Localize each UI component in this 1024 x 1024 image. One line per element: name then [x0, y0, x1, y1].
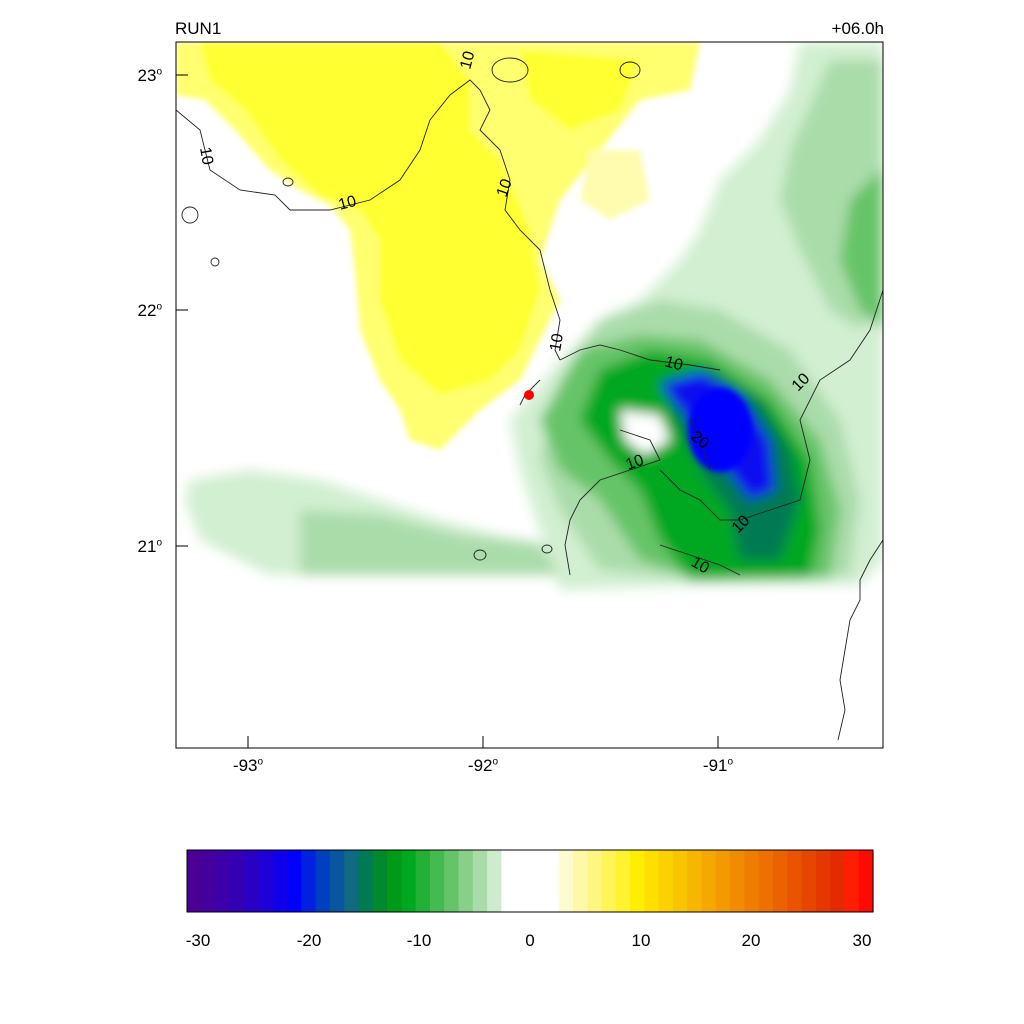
colorbar-swatch [558, 850, 574, 912]
colorbar-swatch [187, 850, 202, 912]
negative-anomaly-region [185, 42, 883, 590]
colorbar-swatch [415, 850, 431, 912]
colorbar-label: 30 [852, 931, 872, 950]
contour-label: 10 [547, 332, 567, 353]
colorbar-swatch [344, 850, 360, 912]
site-marker [524, 390, 534, 400]
colorbar-swatch [501, 850, 517, 912]
contour-label: 10 [688, 554, 712, 578]
colorbar-swatch [215, 850, 231, 912]
colorbar-swatch [358, 850, 374, 912]
colorbar-swatch [758, 850, 774, 912]
colorbar-swatch [244, 850, 260, 912]
colorbar-swatch [615, 850, 631, 912]
colorbar-swatch [715, 850, 731, 912]
colorbar-swatch [744, 850, 760, 912]
colorbar-swatch [572, 850, 588, 912]
colorbar-label: 0 [525, 931, 535, 950]
lon-label-91: -91o [702, 756, 734, 775]
colorbar-swatch [672, 850, 688, 912]
colorbar-swatch [530, 850, 545, 912]
lon-label-93: -93o [232, 756, 264, 775]
colorbar-swatch [487, 850, 503, 912]
colorbar-label: -10 [406, 931, 432, 950]
colorbar-swatch [444, 850, 460, 912]
colorbar-swatch [372, 850, 388, 912]
lat-label-21: 21o [137, 537, 162, 556]
colorbar-swatch [287, 850, 302, 912]
colorbar-swatch [315, 850, 331, 912]
colorbar-swatch [658, 850, 674, 912]
colorbar-swatch [630, 850, 645, 912]
colorbar-swatch [458, 850, 474, 912]
colorbar-frame [186, 849, 874, 913]
map-frame [175, 41, 884, 749]
colorbar-swatch [801, 850, 817, 912]
colorbar-swatch [858, 850, 874, 912]
contour-label: 10 [624, 452, 647, 474]
contour-lines [176, 79, 883, 741]
axis-ticks [176, 74, 719, 748]
colorbar-swatch [587, 850, 603, 912]
colorbar-swatch [515, 850, 531, 912]
colorbar-label: -20 [296, 931, 322, 950]
colorbar-swatch [229, 850, 245, 912]
colorbar-swatch [687, 850, 703, 912]
colorbar-label: -30 [185, 931, 211, 950]
colorbar-swatch [787, 850, 803, 912]
colorbar-swatch [844, 850, 860, 912]
colorbar-swatch [301, 850, 317, 912]
colorbar-label: 20 [741, 931, 761, 950]
positive-anomaly-region [176, 42, 700, 450]
colorbar-swatch [401, 850, 417, 912]
colorbar-swatch [387, 850, 402, 912]
colorbar-swatch [601, 850, 617, 912]
run-label: RUN1 [175, 19, 222, 38]
colorbar-swatch [815, 850, 831, 912]
contour-label: 10 [337, 193, 359, 214]
colorbar-swatch [544, 850, 560, 912]
colorbar [187, 850, 874, 912]
colorbar-swatch [472, 850, 488, 912]
contour-label: 10 [494, 177, 516, 200]
colorbar-swatch [329, 850, 345, 912]
contour-label: 10 [663, 353, 685, 374]
colorbar-swatch [272, 850, 288, 912]
contour-label: 10 [457, 49, 478, 71]
colorbar-swatch [644, 850, 660, 912]
colorbar-swatch [701, 850, 717, 912]
small-islands [181, 57, 641, 561]
colorbar-swatch [201, 850, 217, 912]
colorbar-swatch [830, 850, 846, 912]
lat-label-22: 22o [137, 301, 162, 320]
colorbar-swatch [772, 850, 788, 912]
colorbar-swatch [730, 850, 745, 912]
contour-label: 10 [196, 146, 216, 167]
colorbar-swatch [258, 850, 274, 912]
map-field [176, 42, 883, 741]
colorbar-label: 10 [631, 931, 651, 950]
colorbar-swatch [429, 850, 445, 912]
lat-label-23: 23o [137, 66, 162, 85]
lead-time-label: +06.0h [831, 19, 884, 38]
lon-label-92: -92o [467, 756, 499, 775]
